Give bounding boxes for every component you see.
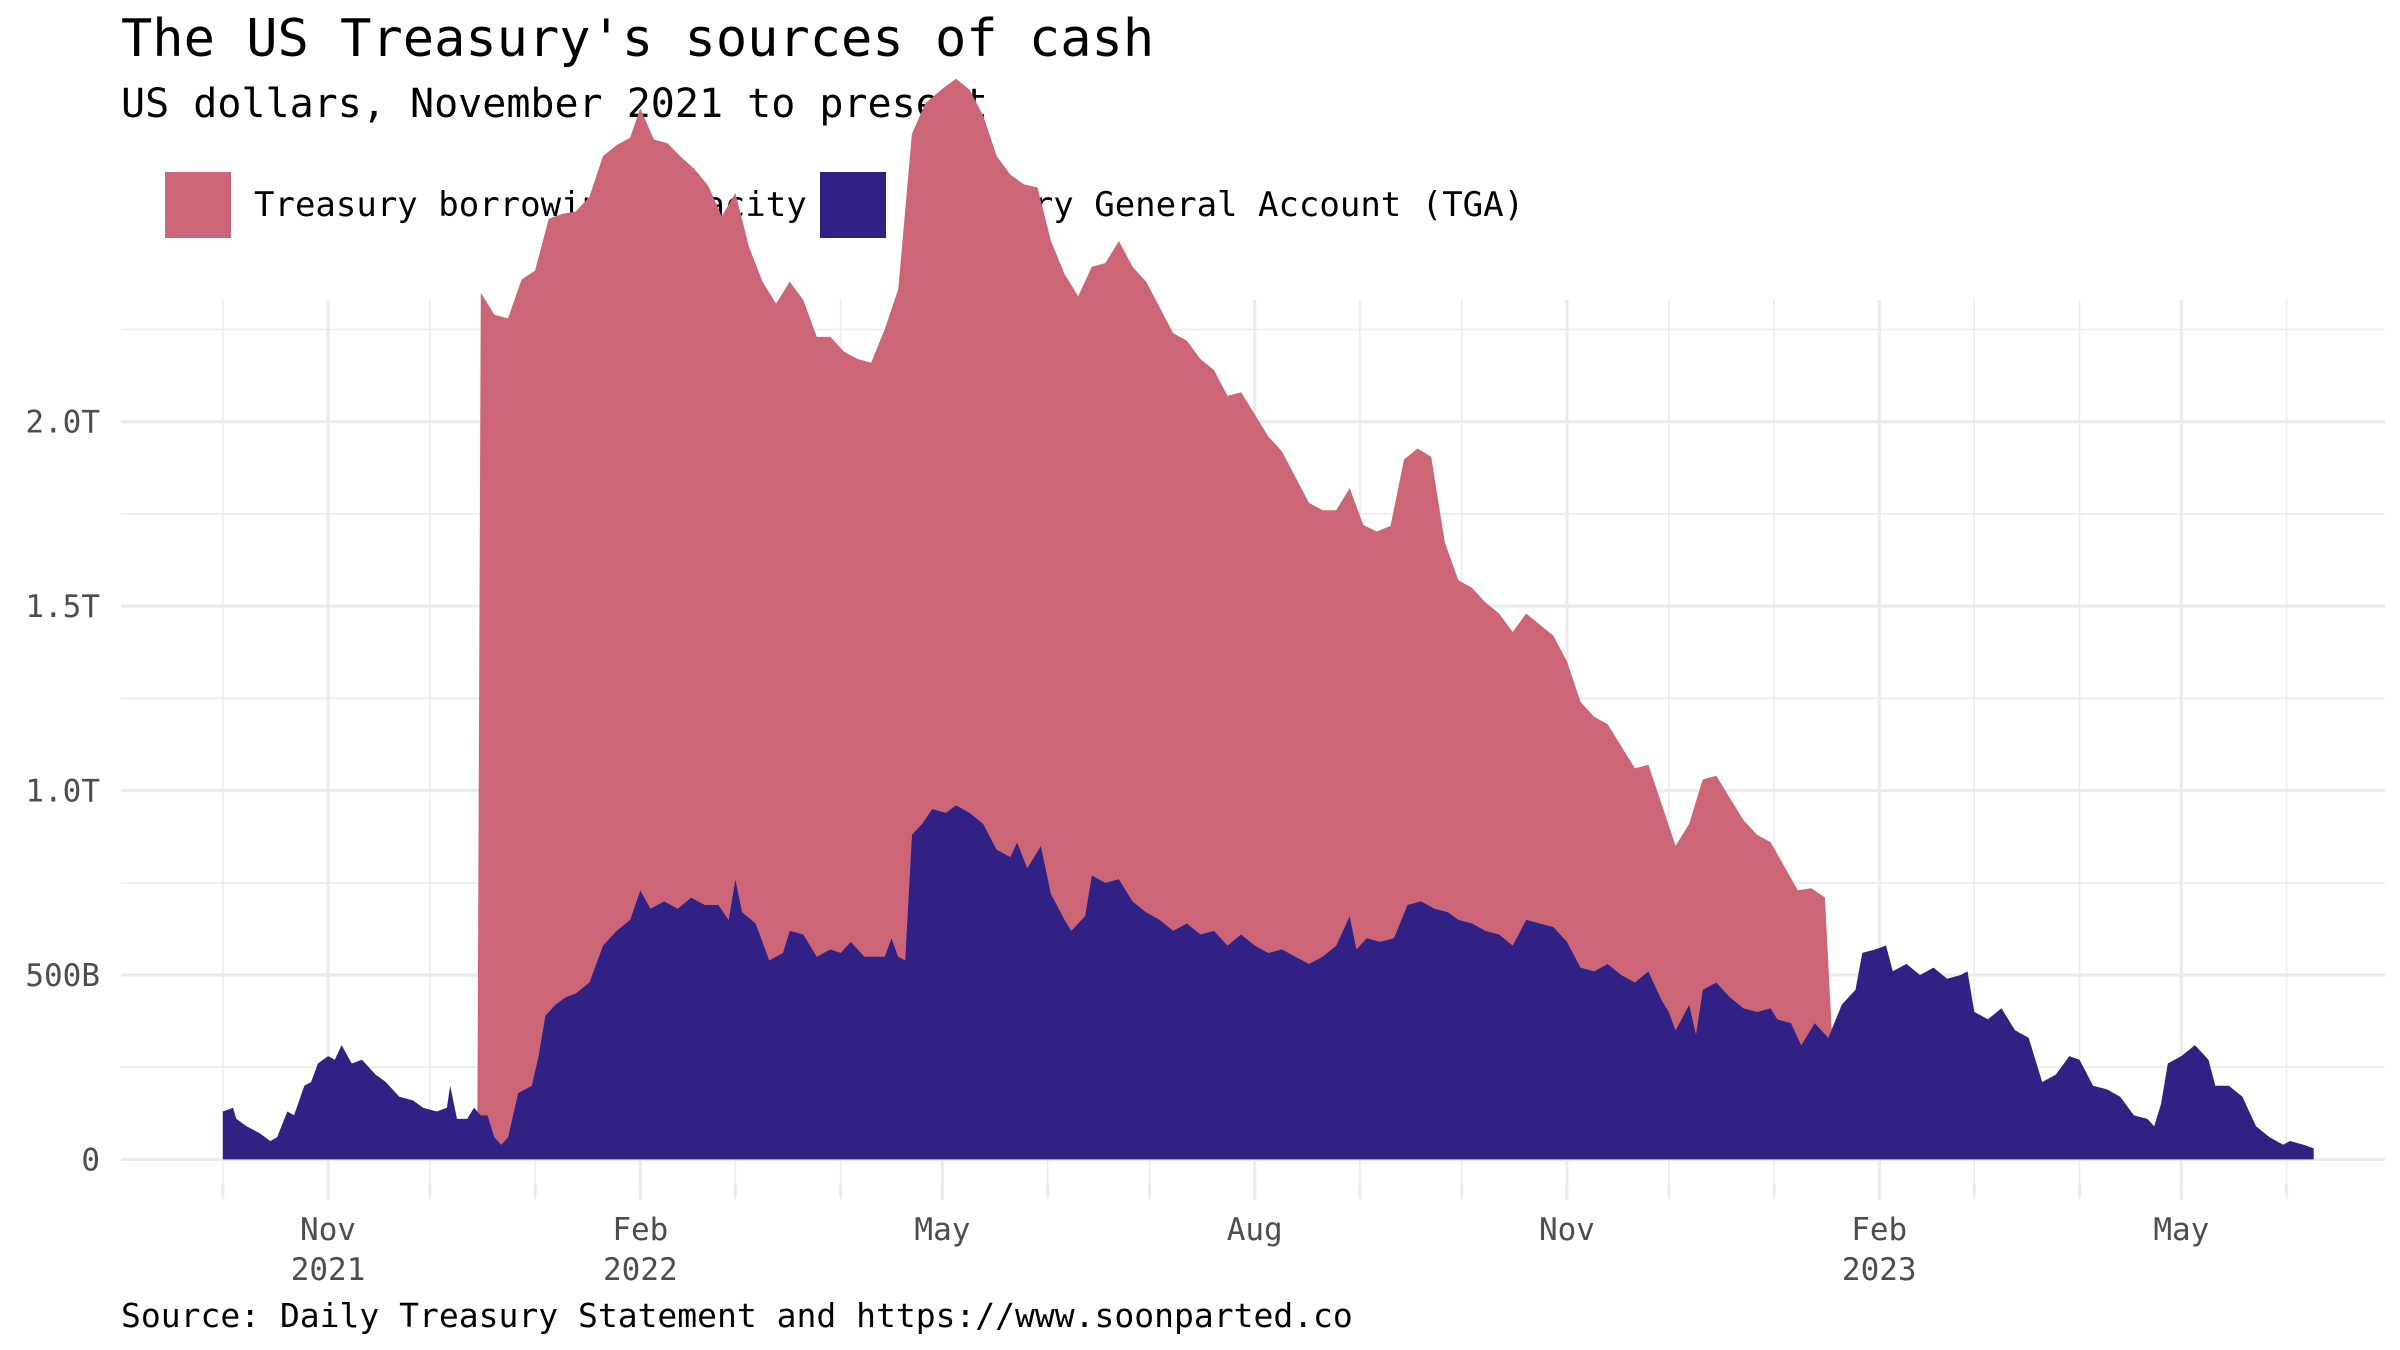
y-tick-label: 1.0T [25,774,100,810]
legend-swatch-borrowing-capacity [165,172,231,238]
x-tick-label: Nov [1539,1212,1595,1248]
x-tick-label: Feb [1851,1212,1907,1248]
legend: Treasury borrowing capacity Treasury Gen… [165,172,1524,238]
x-tick-label: May [914,1212,970,1248]
series-area-tga [222,805,2314,1160]
plot-areas [222,78,2314,1160]
x-tick-label: 2022 [603,1252,678,1288]
x-axis-ticks: Nov 2021 Feb 2022 May Aug Nov Feb 2023 May [221,1184,2289,1288]
x-tick-label: May [2153,1212,2209,1248]
legend-swatch-tga [820,172,886,238]
x-tick-label: Aug [1227,1212,1283,1248]
x-tick-label: 2023 [1842,1252,1917,1288]
y-tick-label: 1.5T [25,589,100,625]
y-axis-ticks: 0 500B 1.0T 1.5T 2.0T [25,405,100,1179]
x-tick-label: Nov [300,1212,356,1248]
chart-title: The US Treasury's sources of cash [121,9,1154,69]
y-tick-label: 0 [81,1142,100,1178]
x-tick-label: 2021 [291,1252,366,1288]
x-tick-label: Feb [612,1212,668,1248]
y-tick-label: 500B [25,958,100,994]
series-area-borrowing-capacity [477,78,1832,1145]
chart-caption: Source: Daily Treasury Statement and htt… [121,1296,1353,1335]
y-tick-label: 2.0T [25,405,100,441]
chart-subtitle: US dollars, November 2021 to present [121,81,988,127]
